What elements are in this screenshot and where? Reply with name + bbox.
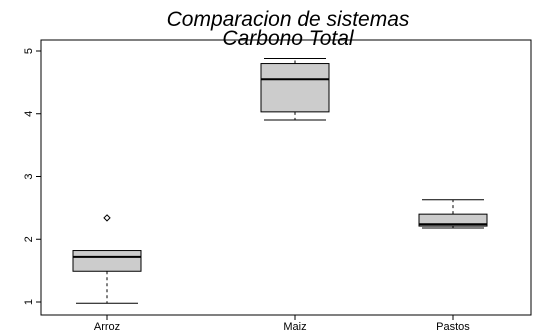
- y-tick-label: 2: [23, 236, 35, 242]
- x-tick-label: Maiz: [283, 321, 306, 333]
- y-tick-label: 5: [23, 48, 35, 54]
- y-axis: 1 2 3 4 5: [23, 48, 42, 305]
- outlier-point: [103, 214, 111, 222]
- y-tick-label: 3: [23, 173, 35, 179]
- box-pastos: [418, 199, 488, 229]
- box-iqr: [260, 63, 330, 113]
- box-iqr: [418, 213, 488, 227]
- x-tick-label: Pastos: [436, 321, 470, 333]
- x-tick-label: Arroz: [94, 321, 120, 333]
- chart-subtitle: Carbono Total: [222, 27, 354, 50]
- box-iqr: [72, 250, 142, 272]
- y-tick-label: 4: [23, 111, 35, 117]
- boxes-group: [72, 58, 488, 304]
- x-axis: Arroz Maiz Pastos: [94, 314, 470, 333]
- box-arroz: [72, 214, 142, 304]
- box-maiz: [260, 58, 330, 121]
- y-tick-label: 1: [23, 299, 35, 305]
- chart-title: Comparacion de sistemas: [167, 8, 410, 31]
